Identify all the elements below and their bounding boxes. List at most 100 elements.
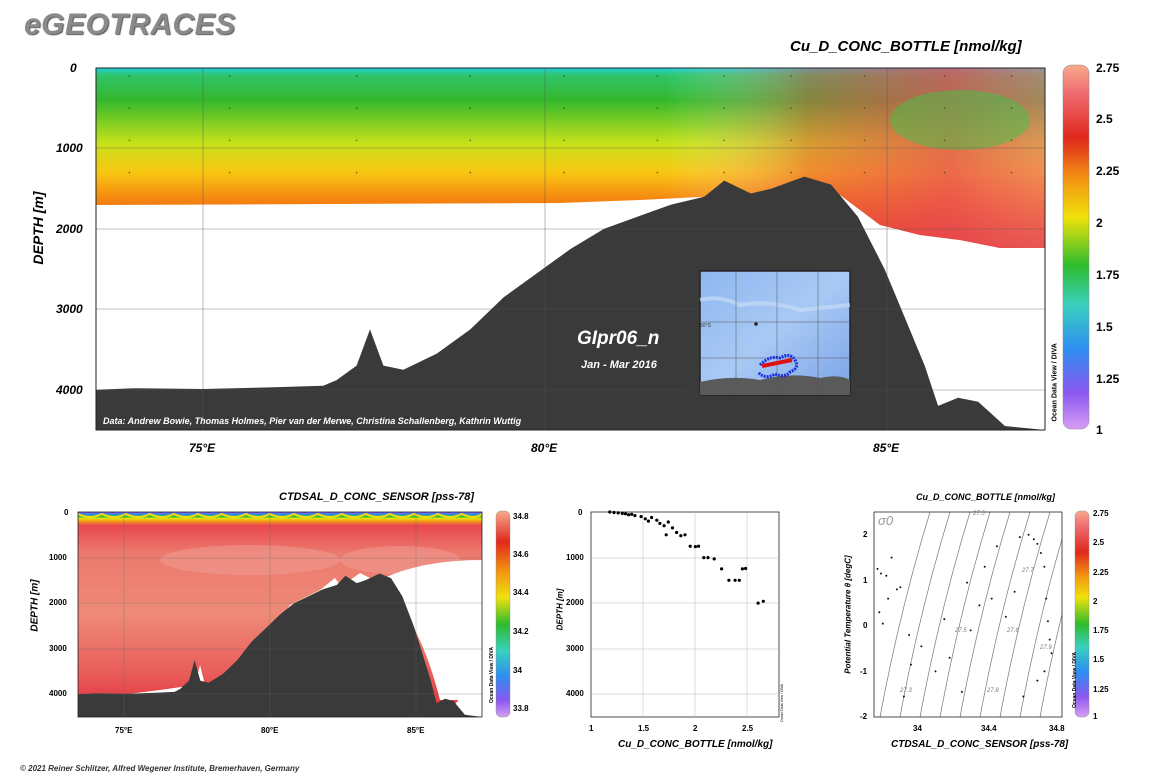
scatter-point-34 (761, 599, 765, 603)
salinity-no-data-area (380, 560, 482, 700)
scatter-plot-frame (590, 511, 780, 718)
scatter-point-16 (670, 526, 675, 530)
scatter-xtick-2: 2 (693, 724, 698, 733)
salinity-cbar-tick-4: 34 (513, 666, 522, 675)
scatter-point-23 (697, 544, 701, 548)
salinity-ytick-1: 1000 (49, 553, 67, 562)
ts-chart-title: Cu_D_CONC_BOTTLE [nmol/kg] (916, 492, 1056, 502)
scatter-point-18 (675, 530, 679, 535)
scatter-point-20 (683, 533, 687, 537)
scatter-point-24 (702, 556, 706, 560)
sample-point-9-0 (943, 75, 946, 77)
ts-isopycnal-label-2: 27.6 (1007, 628, 1019, 634)
ts-isopycnal-label-0: 27.3 (900, 688, 912, 694)
scatter-point-29 (733, 578, 737, 582)
main-cbar-tick-3: 2 (1096, 216, 1103, 230)
ts-point-13 (969, 629, 972, 632)
main-xtick-0: 75°E (189, 441, 216, 455)
salinity-xtick-0: 75°E (115, 726, 133, 735)
sample-point-3-1 (469, 107, 472, 110)
ts-sigma-label: σ0 (878, 513, 894, 528)
ts-point-27 (1043, 670, 1046, 673)
ts-plot-background (874, 512, 1062, 717)
scatter-point-13 (658, 521, 662, 526)
ts-point-24 (1046, 620, 1049, 623)
ts-colorbar (1074, 510, 1090, 718)
salinity-colorbar (495, 510, 511, 718)
main-xtick-2: 85°E (873, 441, 900, 455)
scatter-grid (591, 512, 779, 717)
ts-point-10 (934, 670, 937, 673)
main-cbar-tick-1: 2.5 (1096, 112, 1113, 126)
ts-point-4 (881, 622, 884, 625)
scatter-point-25 (706, 556, 710, 560)
ts-point-28 (1036, 679, 1039, 682)
salinity-cbar-tick-2: 34.4 (513, 588, 529, 597)
sample-point-2-1 (355, 107, 358, 110)
ts-point-7 (899, 586, 902, 589)
ts-isopycnal-label-3: 27.7 (1022, 568, 1034, 574)
sample-point-8-3 (863, 171, 866, 174)
scatter-point-14 (662, 524, 666, 528)
ts-point-31 (996, 545, 998, 548)
copyright-footer: © 2021 Reiner Schlitzer, Alfred Wegener … (20, 764, 300, 773)
ts-cbar-tick-0: 2.75 (1093, 509, 1109, 518)
sample-point-4-1 (562, 107, 565, 110)
ts-point-12 (960, 690, 963, 693)
ts-point-34 (943, 618, 946, 621)
sample-point-9-3 (943, 171, 946, 174)
scatter-xtick-1: 1.5 (638, 724, 650, 733)
main-ytick-3: 3000 (56, 302, 83, 316)
ts-ytick-3: -1 (860, 667, 868, 676)
scatter-point-15 (666, 520, 670, 524)
salinity-seafloor-bathymetry (78, 573, 482, 717)
ts-point-1 (880, 572, 882, 575)
salinity-grid (78, 512, 482, 717)
sample-point-4-3 (562, 171, 565, 174)
main-cbar-tick-5: 1.5 (1096, 320, 1113, 334)
sample-point-6-1 (723, 107, 726, 110)
ts-point-16 (1004, 615, 1007, 618)
ts-plot-frame (873, 511, 1063, 718)
inset-lat-label-0: 50°S (700, 323, 711, 329)
ts-point-14 (978, 604, 981, 607)
salinity-xtick-2: 85°E (407, 726, 425, 735)
sample-point-0-3 (128, 171, 131, 174)
ts-ytick-0: 2 (863, 530, 868, 539)
ts-cbar-tick-3: 2 (1093, 597, 1098, 606)
ts-x-axis-label: CTDSAL_D_CONC_SENSOR [pss-78] (891, 739, 1069, 750)
cu-field-highlight (96, 68, 1045, 248)
ts-point-0 (876, 567, 879, 570)
scatter-ytick-0: 0 (578, 508, 583, 517)
ts-point-15 (990, 597, 993, 600)
salinity-ytick-4: 4000 (49, 689, 67, 698)
sample-point-10-1 (1010, 107, 1013, 110)
sample-points (128, 75, 1013, 174)
salinity-cbar-tick-0: 34.8 (513, 512, 529, 521)
sample-point-0-1 (128, 107, 131, 110)
scatter-point-33 (756, 601, 760, 605)
sample-point-8-2 (863, 139, 866, 142)
sample-point-6-2 (723, 139, 726, 142)
scatter-ytick-3: 3000 (566, 644, 584, 653)
sample-point-10-0 (1010, 75, 1013, 77)
inset-lat-label-1: 70°S (686, 389, 697, 395)
ts-point-37 (895, 588, 898, 591)
main-cbar-tick-0: 2.75 (1096, 61, 1120, 75)
ts-point-25 (1048, 638, 1051, 641)
sample-point-2-2 (355, 139, 358, 142)
scatter-point-21 (688, 544, 692, 548)
sample-point-3-2 (469, 139, 472, 142)
ts-point-23 (1045, 597, 1048, 600)
salinity-field-highlight (160, 545, 340, 575)
ts-point-8 (908, 634, 911, 636)
scatter-point-6 (630, 512, 634, 516)
sample-point-9-2 (943, 139, 946, 142)
ts-cbar-tick-6: 1.25 (1093, 685, 1109, 694)
scatter-xtick-3: 2.5 (742, 724, 754, 733)
section-period: Jan - Mar 2016 (581, 359, 657, 371)
scatter-point-28 (727, 578, 731, 582)
section-name: GIpr06_n (577, 328, 660, 349)
